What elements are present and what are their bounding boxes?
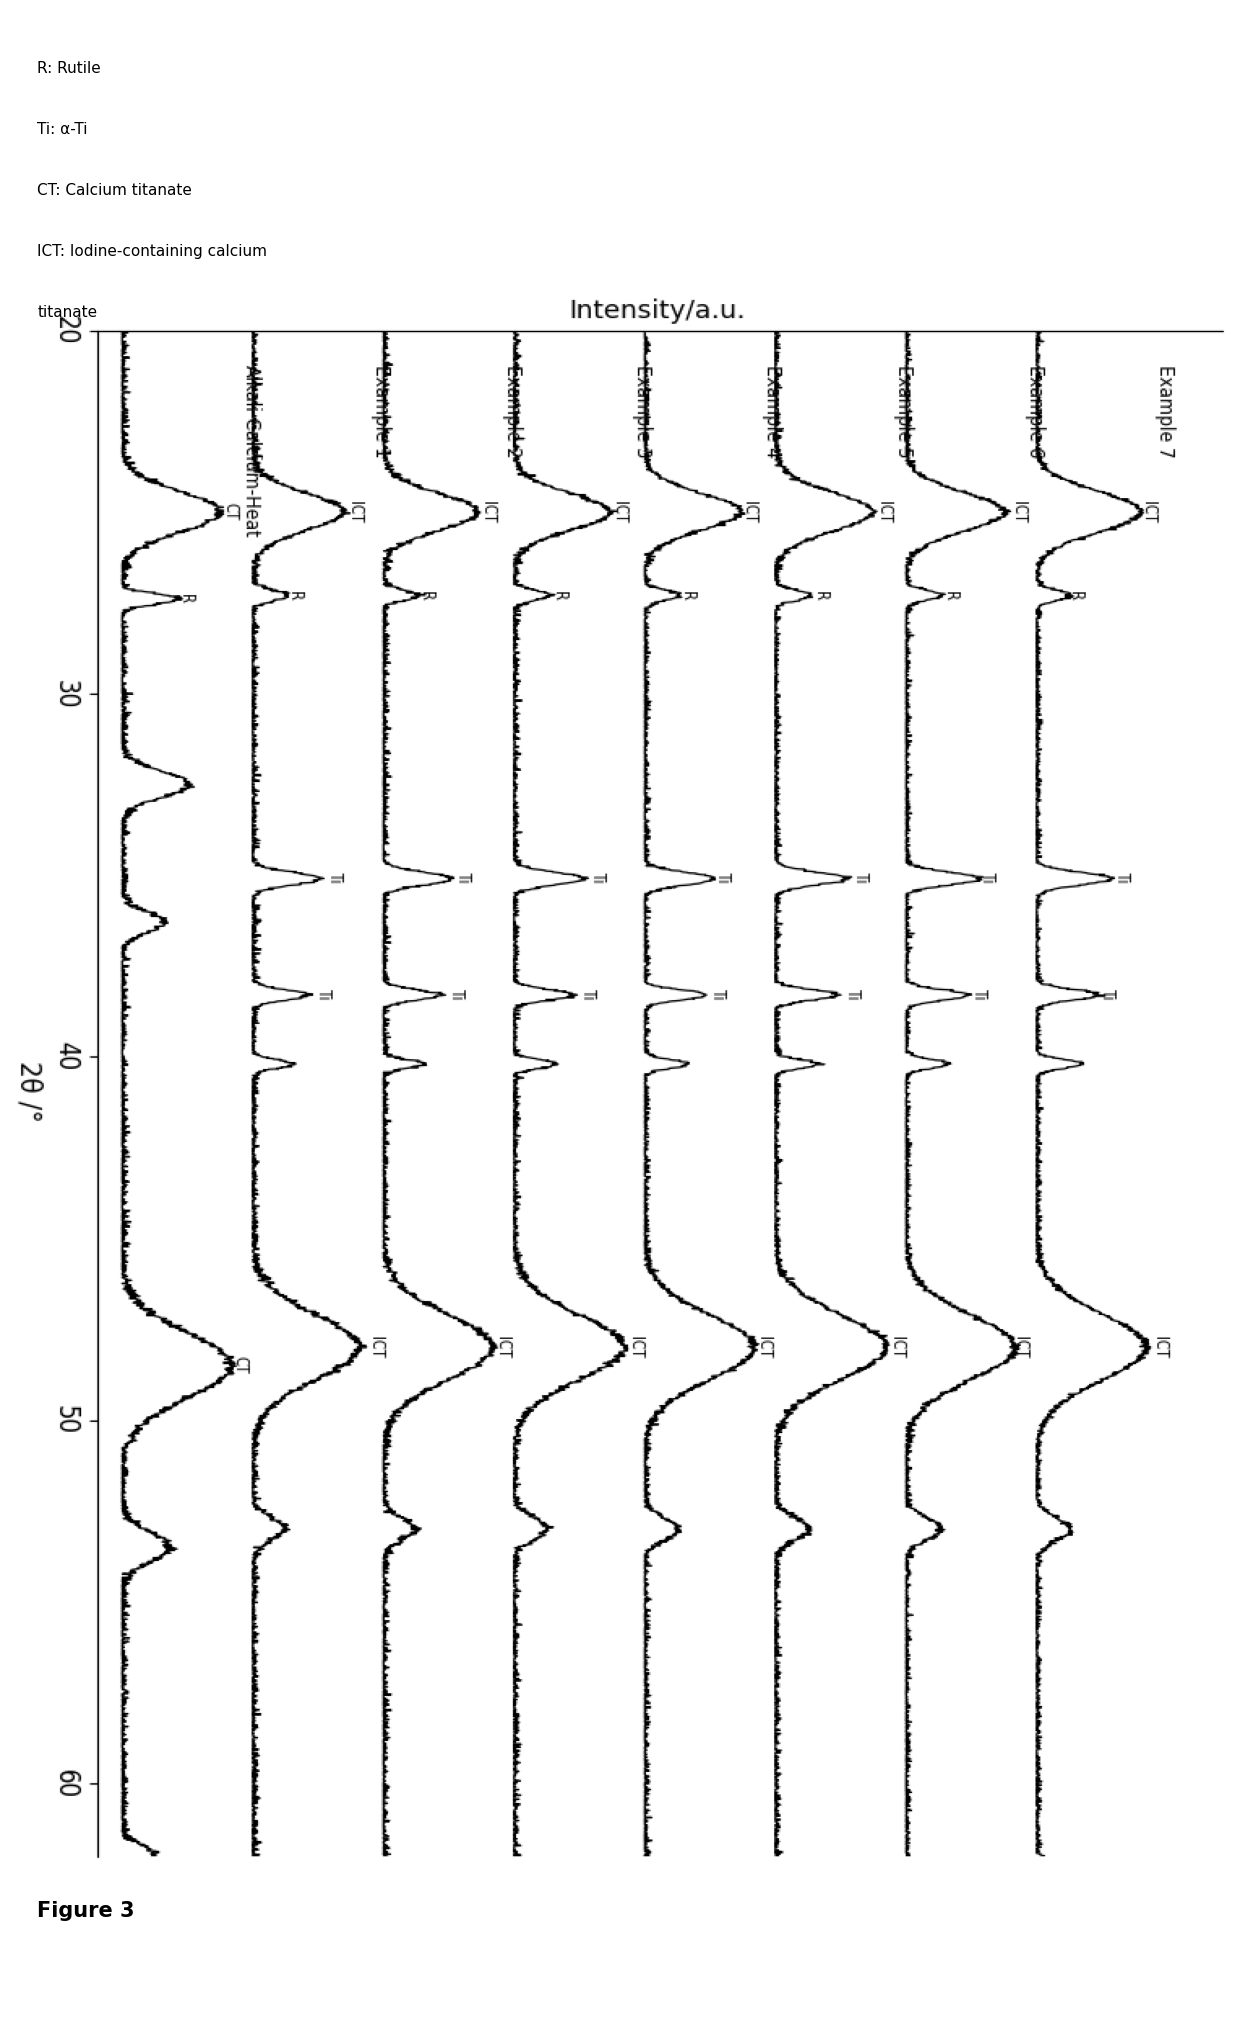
Text: Ti: α-Ti: Ti: α-Ti bbox=[37, 122, 88, 136]
Text: ICT: Iodine-containing calcium: ICT: Iodine-containing calcium bbox=[37, 244, 267, 258]
Text: titanate: titanate bbox=[37, 305, 97, 319]
Text: CT: Calcium titanate: CT: Calcium titanate bbox=[37, 183, 192, 197]
Text: R: Rutile: R: Rutile bbox=[37, 61, 100, 75]
Text: Figure 3: Figure 3 bbox=[37, 1900, 135, 1920]
